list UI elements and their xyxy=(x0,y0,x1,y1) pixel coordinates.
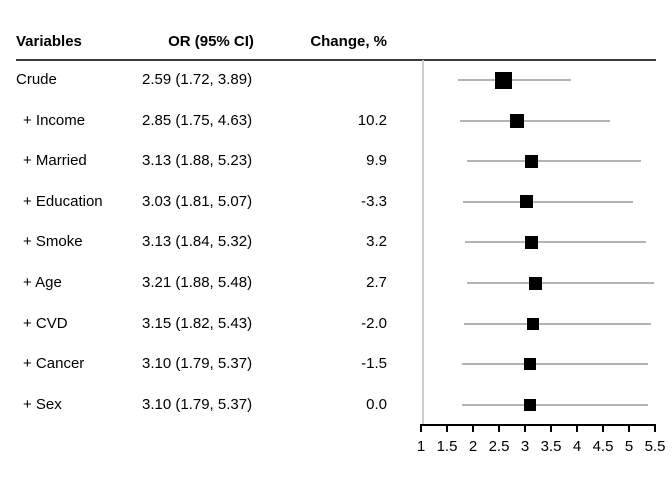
ci-line xyxy=(463,322,652,325)
row-or-ci-value: 3.03 (1.81, 5.07) xyxy=(142,192,253,210)
plot-area: 1 1.5 2 2.5 3 3.5 4 4.5 5 5.5 xyxy=(417,60,665,455)
or-marker xyxy=(524,358,537,371)
x-axis-tick xyxy=(628,425,630,432)
x-axis-tick-label: 2 xyxy=(468,438,478,455)
row-change-value xyxy=(280,70,387,90)
or-marker xyxy=(495,71,513,89)
x-axis-tick-label: 4 xyxy=(572,438,582,455)
x-axis-tick xyxy=(446,425,448,432)
ci-line xyxy=(458,79,572,82)
row-variable-label: + Married xyxy=(23,152,87,170)
ci-line xyxy=(464,241,646,244)
or-marker xyxy=(525,235,539,249)
x-axis-tick-label: 5.5 xyxy=(644,438,666,455)
row-change-value: -3.3 xyxy=(361,192,387,210)
or-marker xyxy=(524,398,537,411)
x-axis-tick xyxy=(550,425,552,432)
ci-line xyxy=(462,403,649,406)
x-axis-tick-label: 4.5 xyxy=(592,438,614,455)
x-axis-tick-label: 1.5 xyxy=(436,438,458,455)
row-change-value: 10.2 xyxy=(357,111,387,129)
row-or-ci-value: 3.13 (1.88, 5.23) xyxy=(142,152,253,170)
row-variable-label: + Cancer xyxy=(23,355,85,373)
header-rule xyxy=(16,59,656,61)
row-change-value: 9.9 xyxy=(366,152,387,170)
reference-line xyxy=(422,60,424,425)
x-axis-tick xyxy=(498,425,500,432)
row-or-ci-value: 3.10 (1.79, 5.37) xyxy=(142,355,253,373)
x-axis-tick xyxy=(472,425,474,432)
row-or-ci-value: 2.85 (1.75, 4.63) xyxy=(142,111,253,129)
row-change-value: -2.0 xyxy=(361,314,387,332)
x-axis-tick-label: 3 xyxy=(520,438,530,455)
column-header-or-ci: OR (95% CI) xyxy=(168,33,254,50)
or-marker xyxy=(529,276,543,290)
row-variable-label: + Smoke xyxy=(23,233,83,251)
row-change-value: 2.7 xyxy=(366,274,387,292)
ci-line xyxy=(460,119,610,122)
row-change-value: 0.0 xyxy=(366,395,387,413)
or-marker xyxy=(520,195,534,209)
or-marker xyxy=(525,154,539,168)
x-axis-tick-label: 5 xyxy=(624,438,634,455)
row-variable-label: + Sex xyxy=(23,395,62,413)
x-axis xyxy=(420,424,656,426)
row-change-value: 3.2 xyxy=(366,233,387,251)
column-header-change: Change, % xyxy=(310,33,387,50)
x-axis-tick xyxy=(576,425,578,432)
x-axis-tick-label: 3.5 xyxy=(540,438,562,455)
x-axis-tick-label: 2.5 xyxy=(488,438,510,455)
column-header-variables: Variables xyxy=(16,33,82,50)
ci-line xyxy=(462,363,649,366)
row-or-ci-value: 3.10 (1.79, 5.37) xyxy=(142,395,253,413)
row-variable-label: + Age xyxy=(23,274,62,292)
row-or-ci-value: 3.15 (1.82, 5.43) xyxy=(142,314,253,332)
x-axis-tick xyxy=(602,425,604,432)
or-marker xyxy=(526,317,539,330)
or-marker xyxy=(510,113,525,128)
row-or-ci-value: 2.59 (1.72, 3.89) xyxy=(142,71,253,89)
x-axis-tick xyxy=(524,425,526,432)
row-variable-label: + Income xyxy=(23,111,86,129)
row-variable-label: Crude xyxy=(16,71,57,89)
x-axis-tick xyxy=(420,425,422,432)
ci-line xyxy=(466,282,654,285)
x-axis-tick-label: 1 xyxy=(416,438,426,455)
row-variable-label: + CVD xyxy=(23,314,68,332)
row-or-ci-value: 3.21 (1.88, 5.48) xyxy=(142,274,253,292)
x-axis-tick xyxy=(654,425,656,432)
row-variable-label: + Education xyxy=(23,192,103,210)
ci-line xyxy=(463,200,633,203)
row-or-ci-value: 3.13 (1.84, 5.32) xyxy=(142,233,253,251)
row-change-value: -1.5 xyxy=(361,355,387,373)
ci-line xyxy=(466,160,641,163)
